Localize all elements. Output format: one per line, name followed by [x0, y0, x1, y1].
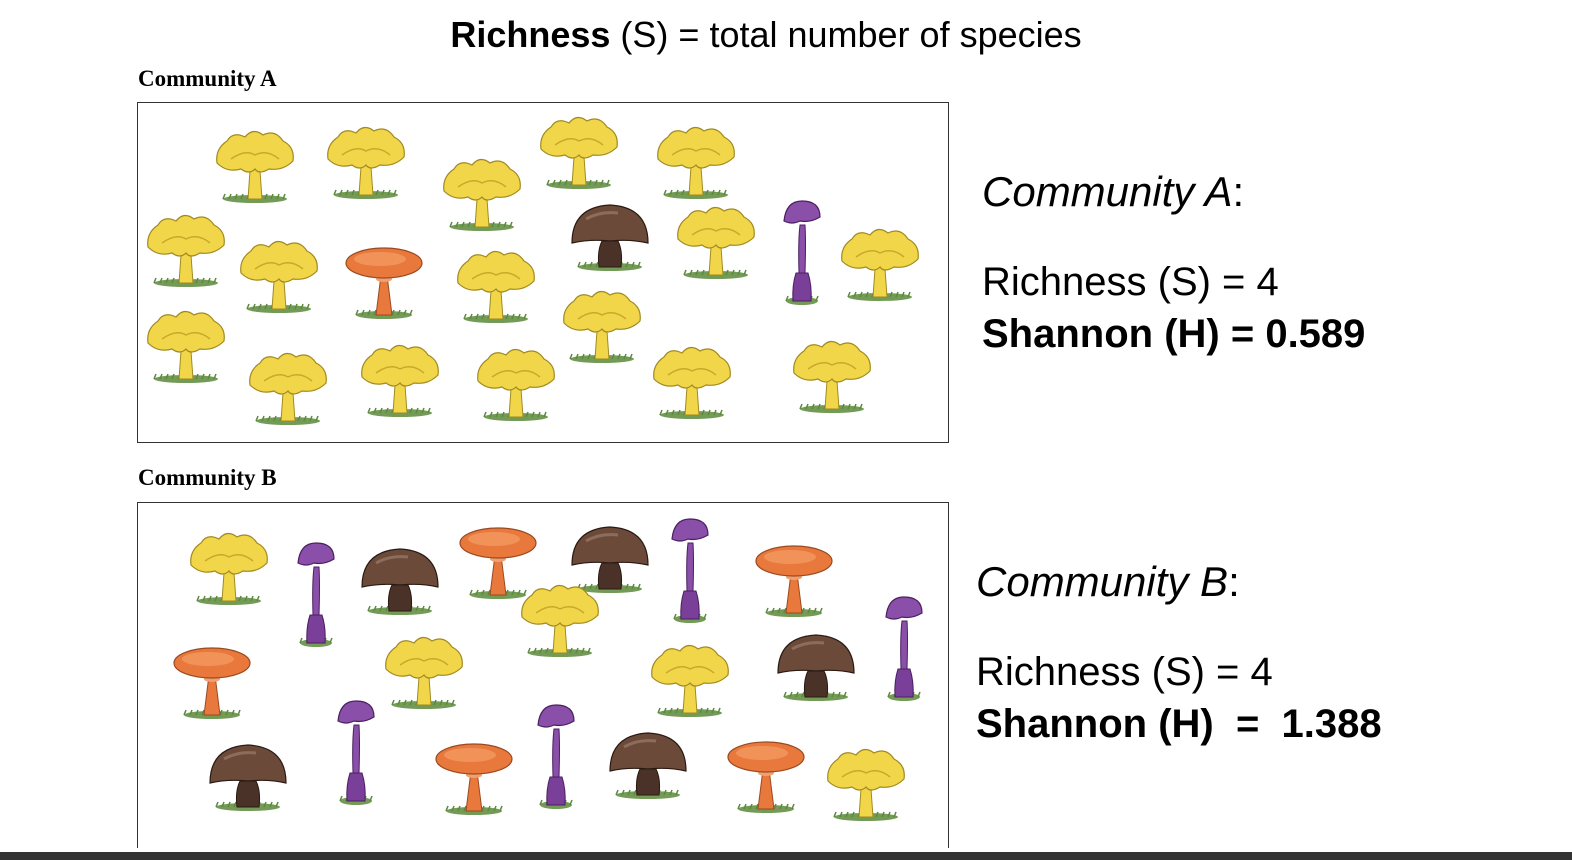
community-b-stats: Community B: Richness (S) = 4 Shannon (H… [976, 558, 1382, 750]
community-b-shannon: Shannon (H) = 1.388 [976, 702, 1382, 746]
yellow-chanterelle [651, 644, 729, 717]
yellow-chanterelle [477, 348, 555, 421]
orange-mushroom [459, 527, 537, 599]
brown-mushroom [609, 732, 687, 799]
purple-mushroom [885, 596, 923, 701]
yellow-chanterelle [443, 158, 521, 231]
brown-mushroom [209, 744, 287, 811]
title-bold: Richness [450, 14, 611, 55]
orange-mushroom [727, 741, 805, 813]
yellow-chanterelle [147, 310, 225, 383]
community-b-label: Community B [138, 465, 277, 490]
yellow-chanterelle [240, 240, 318, 313]
orange-mushroom [755, 545, 833, 617]
yellow-chanterelle [521, 584, 599, 657]
community-a-stats-title: Community A [982, 168, 1233, 215]
community-a-illustration [147, 116, 919, 425]
title-rest: (S) = total number of species [610, 14, 1082, 55]
yellow-chanterelle [385, 636, 463, 709]
yellow-chanterelle [657, 126, 735, 199]
community-a-stats: Community A: Richness (S) = 4 Shannon (H… [982, 168, 1365, 360]
yellow-chanterelle [249, 352, 327, 425]
orange-mushroom [173, 647, 251, 719]
community-a-stats-header: Community A: [982, 168, 1245, 215]
yellow-chanterelle [147, 214, 225, 287]
yellow-chanterelle [563, 290, 641, 363]
yellow-chanterelle [841, 228, 919, 301]
community-a-panel [137, 102, 949, 443]
purple-mushroom [337, 700, 375, 805]
community-a-richness: Richness (S) = 4 [982, 260, 1279, 304]
yellow-chanterelle [793, 340, 871, 413]
brown-mushroom [361, 548, 439, 615]
community-b-stats-title: Community B [976, 558, 1229, 605]
yellow-chanterelle [216, 130, 294, 203]
page-title: Richness (S) = total number of species [0, 14, 1532, 56]
brown-mushroom [571, 204, 649, 271]
orange-mushroom [435, 743, 513, 815]
community-b-illustration [173, 518, 923, 821]
brown-mushroom [777, 634, 855, 701]
yellow-chanterelle [190, 532, 268, 605]
yellow-chanterelle [677, 206, 755, 279]
community-b-panel [137, 502, 949, 848]
orange-mushroom [345, 247, 423, 319]
yellow-chanterelle [361, 344, 439, 417]
community-b-stats-header: Community B: [976, 558, 1240, 605]
yellow-chanterelle [827, 748, 905, 821]
yellow-chanterelle [540, 116, 618, 189]
bottom-bar [0, 852, 1572, 860]
yellow-chanterelle [457, 250, 535, 323]
community-b-richness: Richness (S) = 4 [976, 650, 1273, 694]
brown-mushroom [571, 526, 649, 593]
purple-mushroom [671, 518, 709, 623]
community-a-label: Community A [138, 66, 277, 91]
purple-mushroom [783, 200, 821, 305]
community-a-shannon: Shannon (H) = 0.589 [982, 312, 1366, 356]
purple-mushroom [297, 542, 335, 647]
yellow-chanterelle [653, 346, 731, 419]
purple-mushroom [537, 704, 575, 809]
yellow-chanterelle [327, 126, 405, 199]
